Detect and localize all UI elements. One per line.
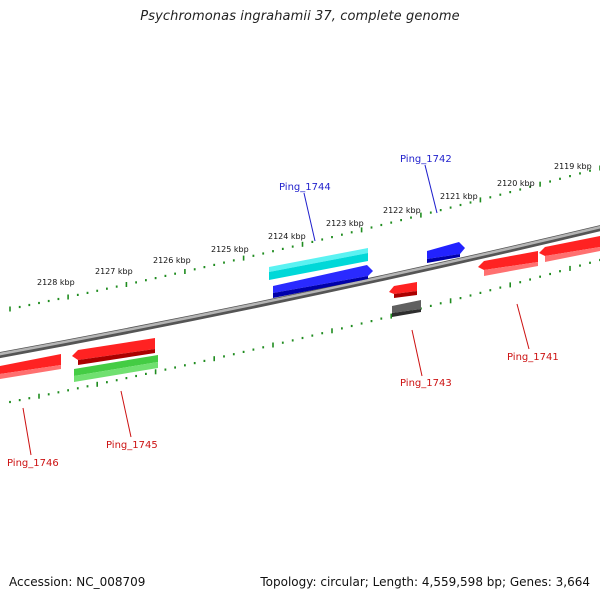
gene-ping-1742[interactable] bbox=[427, 242, 465, 263]
gene-ping-1745[interactable] bbox=[72, 338, 155, 365]
kbp-label-2119: 2119 kbp bbox=[554, 162, 592, 171]
outer-scale-ring bbox=[9, 165, 600, 312]
gene-labels: Ping_1744 Ping_1742 Ping_1743 Ping_1741 … bbox=[7, 154, 559, 469]
gene-ping-1741[interactable] bbox=[478, 251, 538, 276]
kbp-label-2123: 2123 kbp bbox=[326, 219, 364, 228]
gene-ping-1745-rna[interactable] bbox=[74, 355, 158, 382]
kbp-label-2127: 2127 kbp bbox=[95, 267, 133, 276]
kbp-label-2124: 2124 kbp bbox=[268, 232, 306, 241]
gene-ping-1743[interactable] bbox=[389, 282, 417, 298]
gene-label-ping-1746[interactable]: Ping_1746 bbox=[7, 458, 59, 469]
backbone-highlight bbox=[0, 225, 600, 356]
kbp-label-2126: 2126 kbp bbox=[153, 256, 191, 265]
kbp-label-2122: 2122 kbp bbox=[383, 206, 421, 215]
gene-label-ping-1744[interactable]: Ping_1744 bbox=[279, 182, 331, 193]
genome-title: Psychromonas ingrahamii 37, complete gen… bbox=[140, 9, 460, 24]
inner-scale-ring bbox=[9, 258, 600, 404]
kbp-label-2121: 2121 kbp bbox=[440, 192, 478, 201]
genome-backbone bbox=[0, 225, 600, 359]
gene-ping-1743-pseudo[interactable] bbox=[392, 300, 421, 317]
gene-label-ping-1743[interactable]: Ping_1743 bbox=[400, 378, 452, 389]
gene-features bbox=[0, 236, 600, 382]
kbp-label-2120: 2120 kbp bbox=[497, 179, 535, 188]
gene-label-ping-1745[interactable]: Ping_1745 bbox=[106, 440, 158, 451]
kbp-label-2125: 2125 kbp bbox=[211, 245, 249, 254]
gene-label-leaders bbox=[22, 164, 530, 456]
gene-label-ping-1741[interactable]: Ping_1741 bbox=[507, 352, 559, 363]
gene-ping-1744[interactable] bbox=[273, 265, 373, 298]
gene-ping-1741-neighbor[interactable] bbox=[539, 236, 600, 262]
kbp-scale-labels: 2119 kbp 2120 kbp 2121 kbp 2122 kbp 2123… bbox=[37, 162, 592, 287]
gene-ping-1744-rna[interactable] bbox=[269, 248, 368, 280]
gene-label-ping-1742[interactable]: Ping_1742 bbox=[400, 154, 452, 165]
kbp-label-2128: 2128 kbp bbox=[37, 278, 75, 287]
genome-info-text: Topology: circular; Length: 4,559,598 bp… bbox=[260, 575, 590, 589]
accession-text: Accession: NC_008709 bbox=[9, 575, 146, 589]
gene-ping-1746[interactable] bbox=[0, 354, 61, 379]
